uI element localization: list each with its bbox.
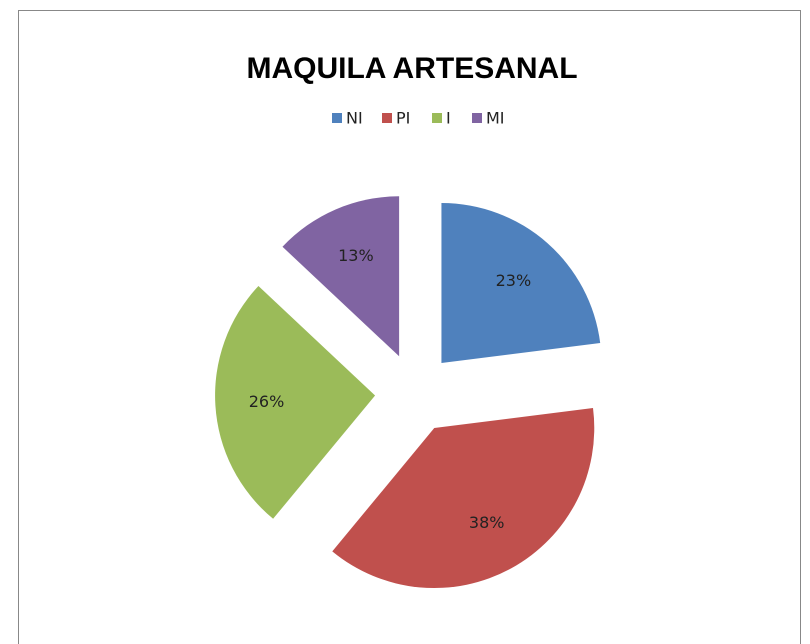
legend-label: NI — [346, 109, 363, 128]
pie-slice — [332, 407, 595, 589]
chart-title: MAQUILA ARTESANAL — [246, 52, 577, 85]
legend-swatch — [472, 113, 482, 123]
pie-slice — [215, 285, 376, 519]
legend-swatch — [382, 113, 392, 123]
pie-slice — [282, 196, 400, 357]
legend-swatch — [432, 113, 442, 123]
data-label: 13% — [338, 246, 374, 265]
legend-swatch — [332, 113, 342, 123]
data-label: 26% — [249, 392, 285, 411]
legend-label: MI — [486, 109, 505, 128]
legend-label: PI — [396, 109, 410, 128]
pie-slice — [441, 202, 601, 363]
data-label: 23% — [496, 271, 532, 290]
data-label: 38% — [469, 513, 505, 532]
legend-label: I — [446, 109, 451, 128]
